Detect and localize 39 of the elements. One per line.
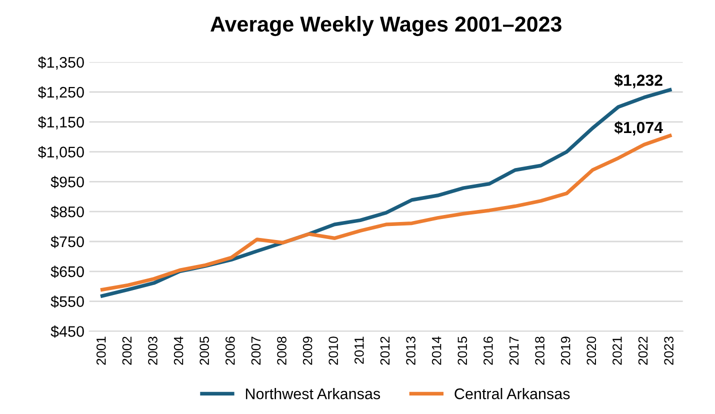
x-tick-label: 2010 (328, 336, 338, 365)
x-tick-label: 2006 (225, 336, 235, 365)
x-tick-label: 2021 (612, 336, 622, 365)
x-tick-label: 2013 (406, 336, 416, 365)
x-tick-label: 2011 (354, 336, 364, 364)
x-tick-label: 2001 (96, 336, 106, 365)
data-label: $1,232 (614, 74, 662, 88)
y-tick-label: $1,250 (38, 86, 84, 100)
x-tick-label: 2008 (277, 336, 286, 365)
line-series (100, 134, 672, 292)
x-tick-label: 2020 (586, 336, 596, 365)
y-tick-label: $850 (50, 206, 84, 218)
x-tick-label: 2002 (122, 336, 132, 365)
chart-title: Average Weekly Wages 2001–2023 (210, 16, 562, 36)
data-label: $1,074 (614, 121, 663, 136)
y-tick-label: $1,350 (38, 56, 84, 70)
x-tick-label: 2014 (432, 336, 442, 365)
legend-label: Central Arkansas (454, 388, 570, 400)
x-tick-label: 2004 (174, 336, 184, 365)
y-tick-label: $650 (50, 266, 84, 278)
y-tick-label: $450 (50, 325, 84, 338)
x-tick-label: 2023 (664, 336, 674, 365)
x-tick-label: 2005 (200, 336, 210, 365)
y-tick-label: $1,150 (38, 116, 84, 130)
y-tick-label: $750 (50, 236, 84, 248)
x-tick-label: 2007 (251, 336, 261, 365)
x-tick-label: 2003 (148, 336, 158, 365)
y-tick-label: $950 (50, 176, 84, 188)
x-tick-label: 2019 (560, 336, 570, 365)
x-tick-label: 2017 (509, 336, 519, 365)
x-tick-label: 2009 (302, 336, 312, 365)
x-tick-label: 2012 (380, 336, 390, 365)
x-tick-label: 2015 (458, 336, 468, 365)
x-tick-label: 2018 (535, 336, 544, 365)
x-tick-label: 2016 (484, 336, 493, 365)
x-tick-label: 2022 (638, 336, 648, 365)
y-tick-label: $550 (50, 296, 84, 308)
legend-label: Northwest Arkansas (246, 388, 380, 400)
y-tick-label: $1,050 (38, 146, 84, 160)
